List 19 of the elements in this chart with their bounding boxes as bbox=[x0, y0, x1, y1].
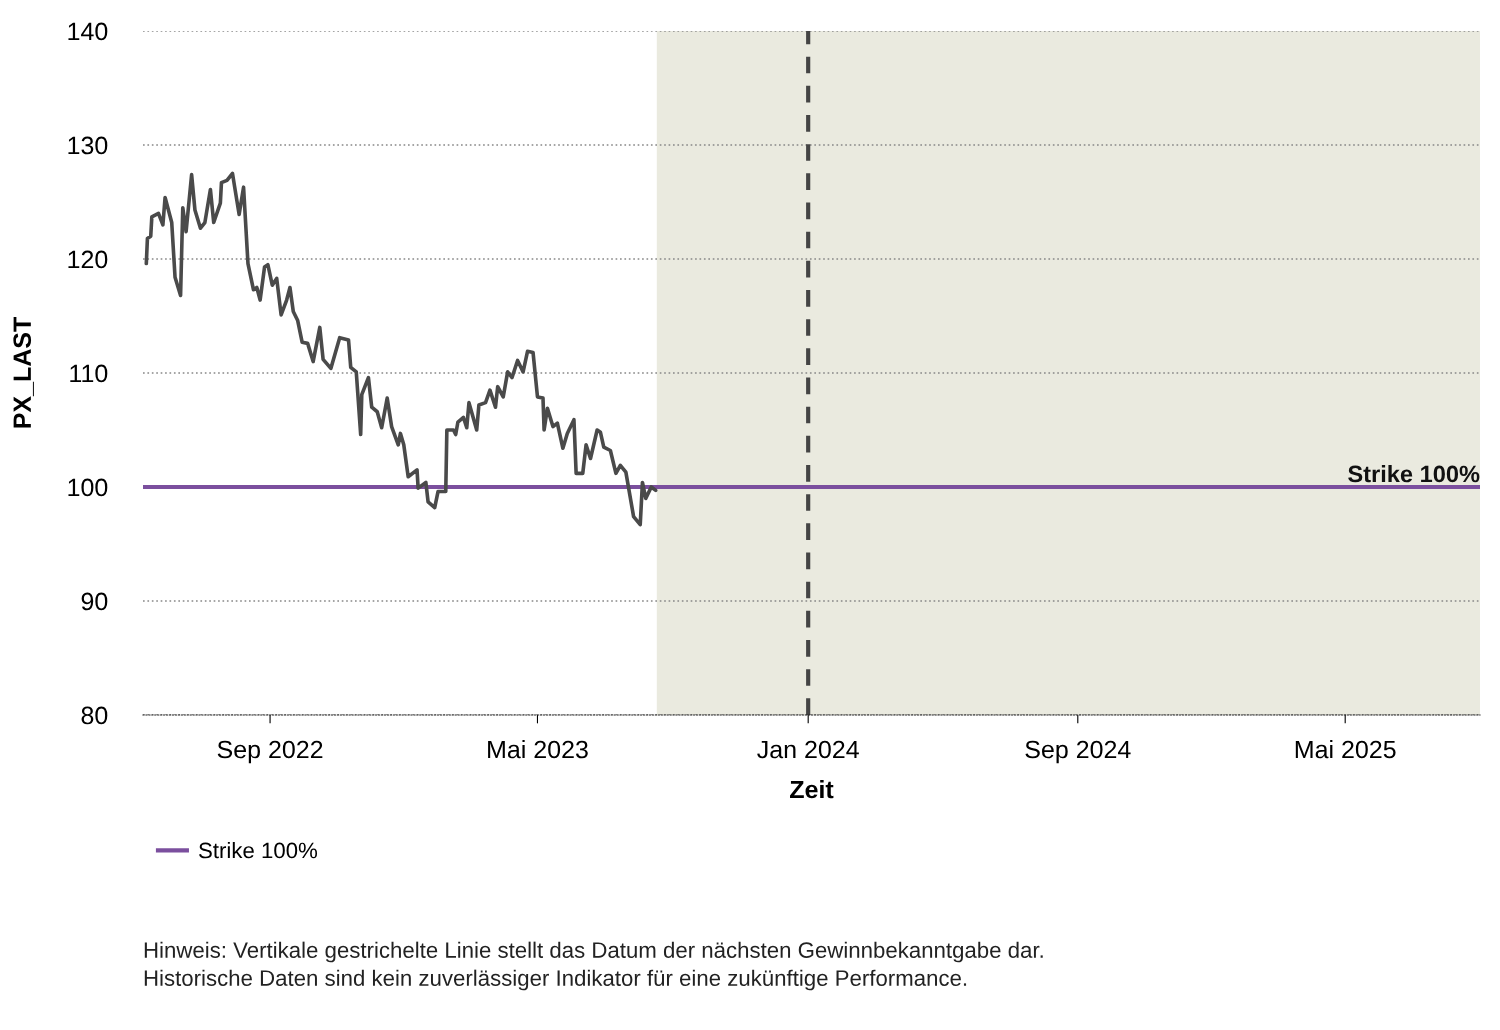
text: Hinweis: Vertikale gestrichelte Linie stellt das Datum der nächsten Gewinnbekanntgabe dar. bbox=[144, 941, 1043, 963]
y-tick-label: 100 bbox=[68, 478, 108, 497]
x-tick-label: Mai 2025 bbox=[1295, 740, 1396, 759]
ref-line-label: Strike 100% bbox=[1348, 464, 1480, 483]
y-tick-label: 140 bbox=[68, 22, 108, 41]
y-axis-title: PX_LAST bbox=[13, 317, 34, 428]
y-tick-label: 90 bbox=[81, 592, 108, 611]
x-tick-label: Mai 2023 bbox=[488, 740, 588, 759]
y-tick-label: 80 bbox=[81, 706, 108, 725]
x-tick-label: Sep 2024 bbox=[1025, 740, 1131, 764]
x-axis-title: Zeit bbox=[790, 779, 834, 799]
y-tick-label: 130 bbox=[68, 136, 108, 155]
line-series bbox=[144, 171, 658, 527]
text: Strike 100% bbox=[199, 842, 318, 859]
x-tick-label: Sep 2022 bbox=[217, 740, 323, 764]
y-tick-label: 110 bbox=[70, 364, 108, 383]
x-tick-label: Jan 2024 bbox=[757, 740, 859, 759]
text: Historische Daten sind kein zuverlässiger Indikator für eine zukünftige Performance. bbox=[144, 969, 967, 991]
y-tick-label: 120 bbox=[68, 250, 108, 269]
